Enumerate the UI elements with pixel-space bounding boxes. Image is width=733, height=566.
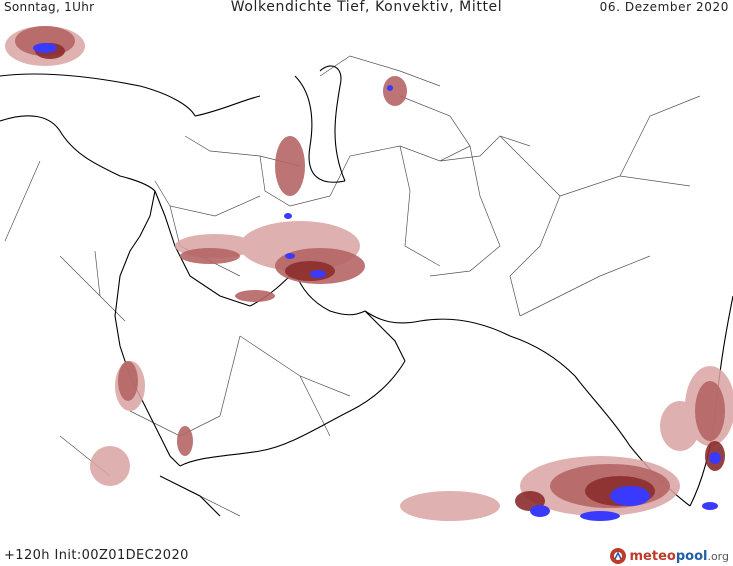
meteopool-logo[interactable]: meteopool.org	[609, 546, 730, 566]
cloud-cover-medium	[15, 26, 725, 508]
cloud-cover-dense	[35, 43, 725, 511]
forecast-day-label: Sonntag, 1Uhr	[4, 0, 95, 14]
convective-cloud-areas	[33, 43, 721, 521]
cloud-cover-light	[5, 26, 733, 521]
country-borders	[4, 55, 701, 517]
map-title: Wolkendichte Tief, Konvektiv, Mittel	[230, 0, 503, 15]
meteopool-logo-text: meteopool.org	[629, 548, 730, 564]
coastlines	[0, 65, 733, 517]
meteopool-logo-icon	[609, 548, 626, 564]
model-run-label: +120h Init:00Z01DEC2020	[4, 548, 189, 563]
forecast-date-label: 06. Dezember 2020	[599, 0, 729, 14]
map-footer: +120h Init:00Z01DEC2020 meteopool.org	[0, 524, 733, 566]
cloud-density-map	[0, 26, 733, 521]
